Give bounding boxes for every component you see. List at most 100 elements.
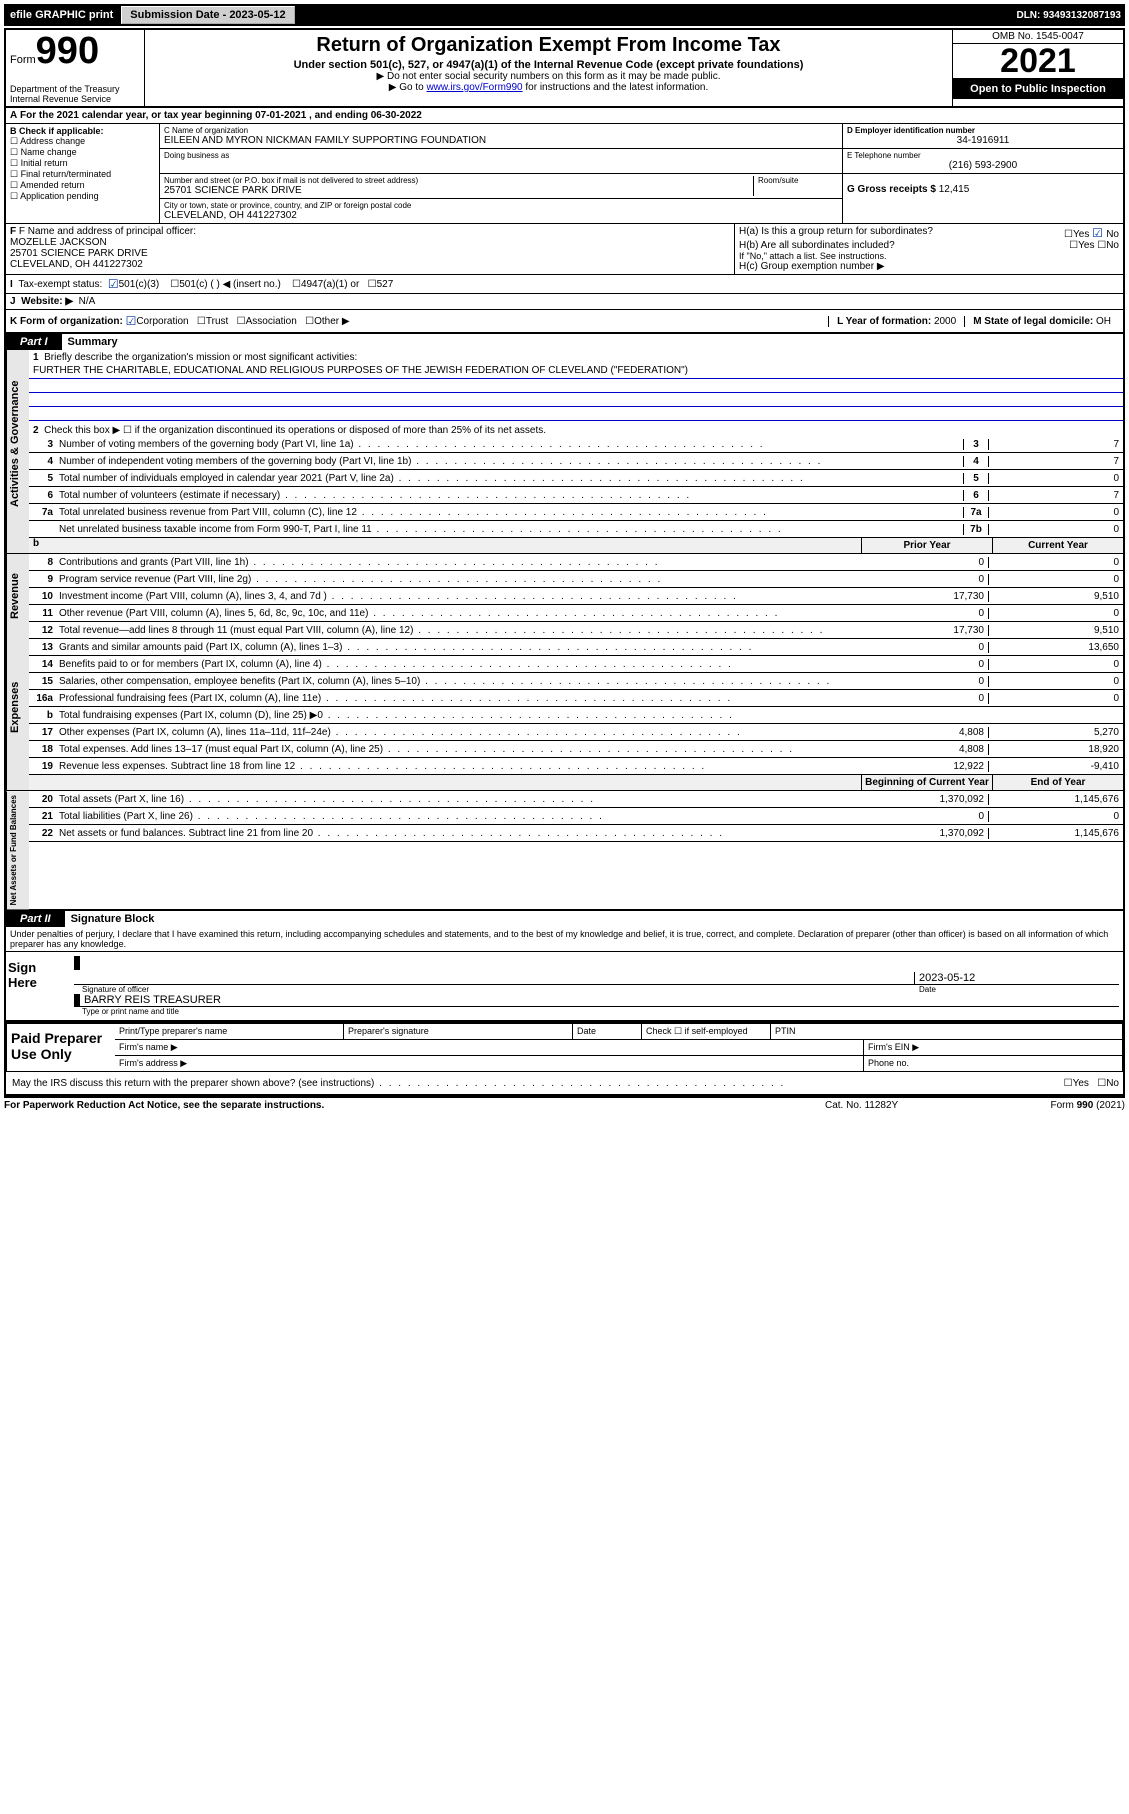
officer-addr2: CLEVELAND, OH 441227302: [10, 259, 730, 270]
instr-pre: ▶ Go to: [389, 82, 427, 93]
m-label: M State of legal domicile:: [973, 316, 1093, 327]
submission-date-button[interactable]: Submission Date - 2023-05-12: [121, 6, 294, 24]
open-inspection: Open to Public Inspection: [953, 79, 1123, 99]
sign-here-row: Sign Here 2023-05-12 Signature of office…: [6, 952, 1123, 1022]
side-governance: Activities & Governance: [6, 350, 29, 538]
irs-link[interactable]: www.irs.gov/Form990: [426, 82, 522, 93]
mission-text: FURTHER THE CHARITABLE, EDUCATIONAL AND …: [29, 365, 1123, 379]
sig-officer-label: Signature of officer: [74, 985, 919, 994]
c-label: C Name of organization: [164, 126, 838, 135]
ha-no-checked[interactable]: [1092, 226, 1106, 240]
k-label: K Form of organization:: [10, 316, 123, 327]
section-b-to-g: B Check if applicable: Address change Na…: [6, 124, 1123, 224]
table-row: 7aTotal unrelated business revenue from …: [29, 504, 1123, 521]
chk-name-change[interactable]: Name change: [10, 147, 155, 158]
mission-blank3: [29, 407, 1123, 421]
prep-ein-label: Firm's EIN ▶: [864, 1040, 1122, 1055]
form-header: Form990 Department of the Treasury Inter…: [6, 30, 1123, 108]
ha-label: H(a) Is this a group return for subordin…: [739, 226, 1064, 240]
year-formation: 2000: [934, 316, 956, 327]
table-row: 17Other expenses (Part IX, column (A), l…: [29, 724, 1123, 741]
b-label: B Check if applicable:: [10, 126, 155, 136]
org-name: EILEEN AND MYRON NICKMAN FAMILY SUPPORTI…: [164, 135, 838, 146]
date-label: Date: [919, 985, 1119, 994]
part1-header: Part I Summary: [6, 334, 1123, 350]
prep-addr-label: Firm's address ▶: [115, 1056, 864, 1071]
table-row: 6Total number of volunteers (estimate if…: [29, 487, 1123, 504]
table-row: 3Number of voting members of the governi…: [29, 436, 1123, 453]
may-irs-row: May the IRS discuss this return with the…: [6, 1072, 1123, 1096]
prior-year-header: Prior Year: [861, 538, 992, 553]
hb-note: If "No," attach a list. See instructions…: [739, 251, 1119, 261]
efile-label: efile GRAPHIC print: [4, 7, 119, 23]
row-k-l-m: K Form of organization: Corporation ☐ Tr…: [6, 310, 1123, 334]
f-label: F Name and address of principal officer:: [19, 226, 196, 237]
hb-label: H(b) Are all subordinates included?: [739, 240, 1069, 251]
sig-date: 2023-05-12: [914, 972, 1119, 984]
mission-blank2: [29, 393, 1123, 407]
chk-application-pending[interactable]: Application pending: [10, 191, 155, 202]
table-row: 13Grants and similar amounts paid (Part …: [29, 639, 1123, 656]
chk-initial-return[interactable]: Initial return: [10, 158, 155, 169]
table-row: 15Salaries, other compensation, employee…: [29, 673, 1123, 690]
hc-label: H(c) Group exemption number ▶: [739, 261, 1119, 272]
room-label: Room/suite: [758, 176, 838, 185]
g-label: G Gross receipts $: [847, 184, 936, 195]
page-footer: For Paperwork Reduction Act Notice, see …: [4, 1098, 1125, 1111]
footer-right: Form 990 (2021): [975, 1100, 1125, 1111]
col-d-e-g: D Employer identification number 34-1916…: [843, 124, 1123, 223]
prep-phone-label: Phone no.: [864, 1056, 1122, 1071]
chk-corporation[interactable]: [126, 314, 137, 328]
part2-tab: Part II: [6, 911, 65, 927]
prep-firm-label: Firm's name ▶: [115, 1040, 864, 1055]
dln-label: DLN: 93493132087193: [1016, 10, 1125, 21]
begin-year-header: Beginning of Current Year: [861, 775, 992, 790]
prep-sig-label: Preparer's signature: [344, 1024, 573, 1039]
row-i: I Tax-exempt status: 501(c)(3) ☐ 501(c) …: [6, 275, 1123, 294]
section-h: H(a) Is this a group return for subordin…: [734, 224, 1123, 274]
may-irs-text: May the IRS discuss this return with the…: [10, 1077, 959, 1090]
table-row: 5Total number of individuals employed in…: [29, 470, 1123, 487]
part2-header: Part II Signature Block: [6, 911, 1123, 927]
org-city: CLEVELAND, OH 441227302: [164, 210, 838, 221]
ein-value: 34-1916911: [847, 135, 1119, 146]
footer-center: Cat. No. 11282Y: [825, 1100, 975, 1111]
part1-tab: Part I: [6, 334, 62, 350]
city-label: City or town, state or province, country…: [164, 201, 838, 210]
table-row: 10Investment income (Part VIII, column (…: [29, 588, 1123, 605]
return-title: Return of Organization Exempt From Incom…: [151, 34, 946, 57]
website-value: N/A: [79, 296, 96, 307]
footer-left: For Paperwork Reduction Act Notice, see …: [4, 1100, 825, 1111]
chk-address-change[interactable]: Address change: [10, 136, 155, 147]
net-header: Beginning of Current Year End of Year: [6, 775, 1123, 791]
form-number: 990: [36, 30, 99, 72]
officer-addr1: 25701 SCIENCE PARK DRIVE: [10, 248, 730, 259]
tax-year: 2021: [953, 44, 1123, 79]
i-label: Tax-exempt status:: [18, 279, 102, 290]
revenue-header: b Prior Year Current Year: [6, 538, 1123, 554]
side-revenue: Revenue: [6, 554, 29, 639]
prep-check-label: Check ☐ if self-employed: [642, 1024, 771, 1039]
line1-label: Briefly describe the organization's miss…: [44, 352, 357, 363]
org-address: 25701 SCIENCE PARK DRIVE: [164, 185, 753, 196]
table-row: 14Benefits paid to or for members (Part …: [29, 656, 1123, 673]
preparer-section: Paid Preparer Use Only Print/Type prepar…: [6, 1022, 1123, 1072]
table-row: bTotal fundraising expenses (Part IX, co…: [29, 707, 1123, 724]
chk-501c3[interactable]: [108, 277, 119, 291]
table-row: 19Revenue less expenses. Subtract line 1…: [29, 758, 1123, 775]
chk-amended-return[interactable]: Amended return: [10, 180, 155, 191]
table-row: Net unrelated business taxable income fr…: [29, 521, 1123, 538]
top-bar: efile GRAPHIC print Submission Date - 20…: [4, 4, 1125, 26]
row-j: J Website: ▶ N/A: [6, 294, 1123, 310]
subtitle: Under section 501(c), 527, or 4947(a)(1)…: [151, 59, 946, 71]
dept-label: Department of the Treasury: [10, 84, 140, 94]
table-row: 16aProfessional fundraising fees (Part I…: [29, 690, 1123, 707]
gross-receipts: 12,415: [939, 184, 970, 195]
side-net: Net Assets or Fund Balances: [6, 791, 29, 909]
prep-name-label: Print/Type preparer's name: [115, 1024, 344, 1039]
revenue-section: Revenue 8Contributions and grants (Part …: [6, 554, 1123, 639]
net-section: Net Assets or Fund Balances 20Total asse…: [6, 791, 1123, 911]
line2-text: Check this box ▶ ☐ if the organization d…: [44, 425, 546, 436]
chk-final-return[interactable]: Final return/terminated: [10, 169, 155, 180]
form-container: Form990 Department of the Treasury Inter…: [4, 28, 1125, 1098]
